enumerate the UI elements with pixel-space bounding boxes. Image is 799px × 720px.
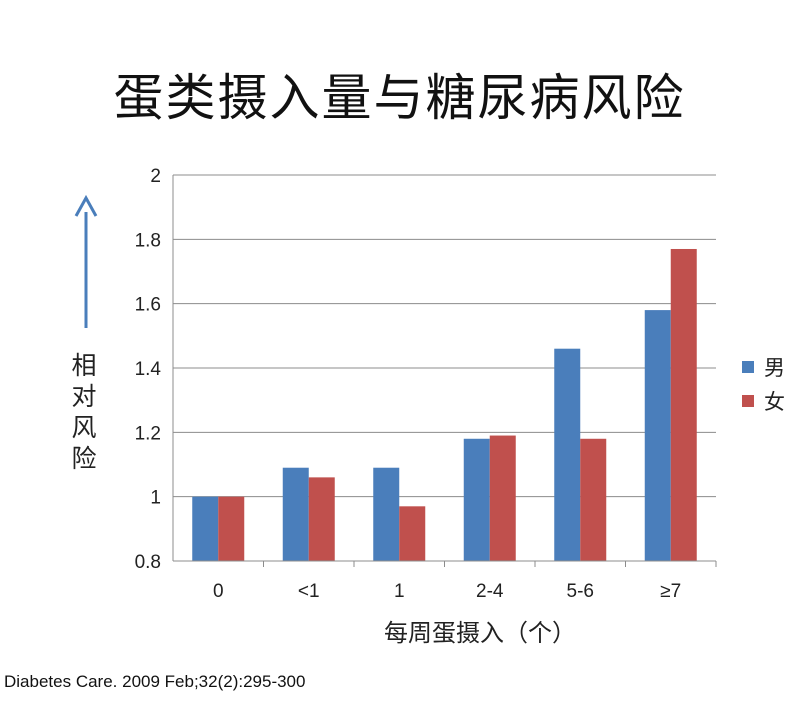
y-axis-label-char: 险 (71, 444, 97, 473)
grid-lines (173, 174, 716, 498)
bar-male (373, 467, 400, 561)
bar-female (489, 435, 516, 561)
legend-item-female: 女 (742, 386, 785, 416)
y-axis-label: 相对风险 (64, 350, 104, 474)
x-tick-label: <1 (298, 581, 320, 602)
source-citation: Diabetes Care. 2009 Feb;32(2):295-300 (4, 672, 306, 691)
x-axis-label: 每周蛋摄入（个） (384, 619, 576, 647)
bar-female (399, 506, 426, 561)
bar-female (308, 477, 335, 561)
axes (172, 175, 717, 567)
bar-male (463, 438, 490, 561)
legend-swatch-male (742, 361, 754, 373)
y-axis-label-char: 对 (71, 382, 97, 411)
y-tick-label: 1.6 (135, 295, 161, 316)
bar-male (554, 348, 581, 561)
bar-female (580, 438, 607, 561)
x-tick-label: 2-4 (476, 581, 504, 602)
arrow-head (74, 194, 98, 217)
bar-male (644, 310, 671, 561)
legend-swatch-female (742, 395, 754, 407)
y-tick-label: 1 (150, 488, 161, 509)
x-tick-label: 5-6 (567, 581, 594, 602)
y-tick-label: 1.4 (135, 359, 162, 380)
bars (192, 248, 697, 561)
y-axis-label-char: 相 (71, 351, 97, 380)
x-tick-label: 1 (394, 581, 405, 602)
y-tick-label: 1.8 (135, 230, 161, 251)
legend-label-male: 男 (764, 356, 785, 380)
x-tick-label: 0 (213, 581, 224, 602)
x-tick-label: ≥7 (660, 581, 681, 602)
y-tick-label: 0.8 (135, 552, 161, 573)
bar-male (282, 467, 309, 561)
bar-female (670, 248, 697, 561)
up-arrow-icon (74, 194, 98, 328)
y-tick-label: 1.2 (135, 423, 161, 444)
legend-item-male: 男 (742, 352, 785, 382)
bar-female (218, 496, 245, 561)
chart-title: 蛋类摄入量与糖尿病风险 (113, 69, 686, 127)
y-axis-label-char: 风 (71, 413, 97, 442)
bar-male (192, 496, 219, 561)
legend: 男 女 (742, 352, 785, 420)
legend-label-female: 女 (764, 390, 785, 414)
y-tick-label: 2 (150, 166, 161, 187)
tick-labels: 0.8 1 1.2 1.4 1.6 1.8 2 0 <1 1 2-4 5-6 ≥7 (135, 166, 682, 602)
